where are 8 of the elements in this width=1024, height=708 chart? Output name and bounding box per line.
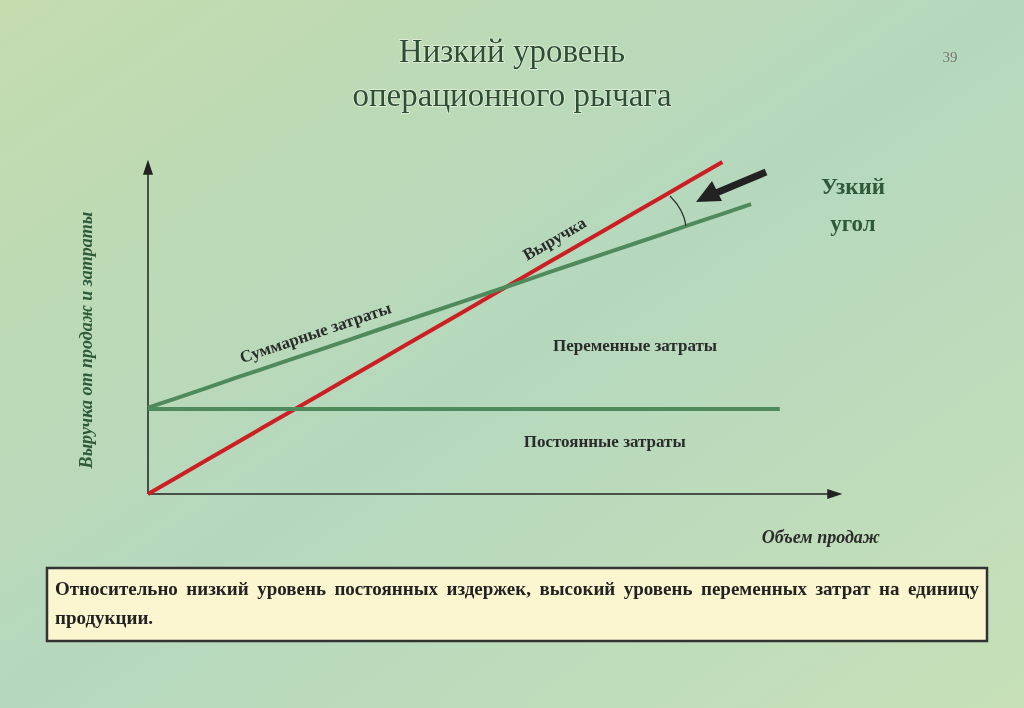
chart-title: Низкий уровень операционного рычага: [352, 33, 672, 113]
x-axis-title: Объем продаж: [761, 527, 880, 547]
text: Относительно низкий уровень постоянных издержек, высокий уровень переменных затрат на единицу продукции.: [55, 577, 979, 630]
annotation: Переменные затраты: [552, 336, 718, 355]
text: Узкий угол: [821, 174, 885, 236]
series-label: Постоянные затраты: [523, 432, 686, 452]
text: 39: [942, 49, 958, 65]
y-axis-title: Выручка от продаж и затраты: [76, 211, 96, 470]
